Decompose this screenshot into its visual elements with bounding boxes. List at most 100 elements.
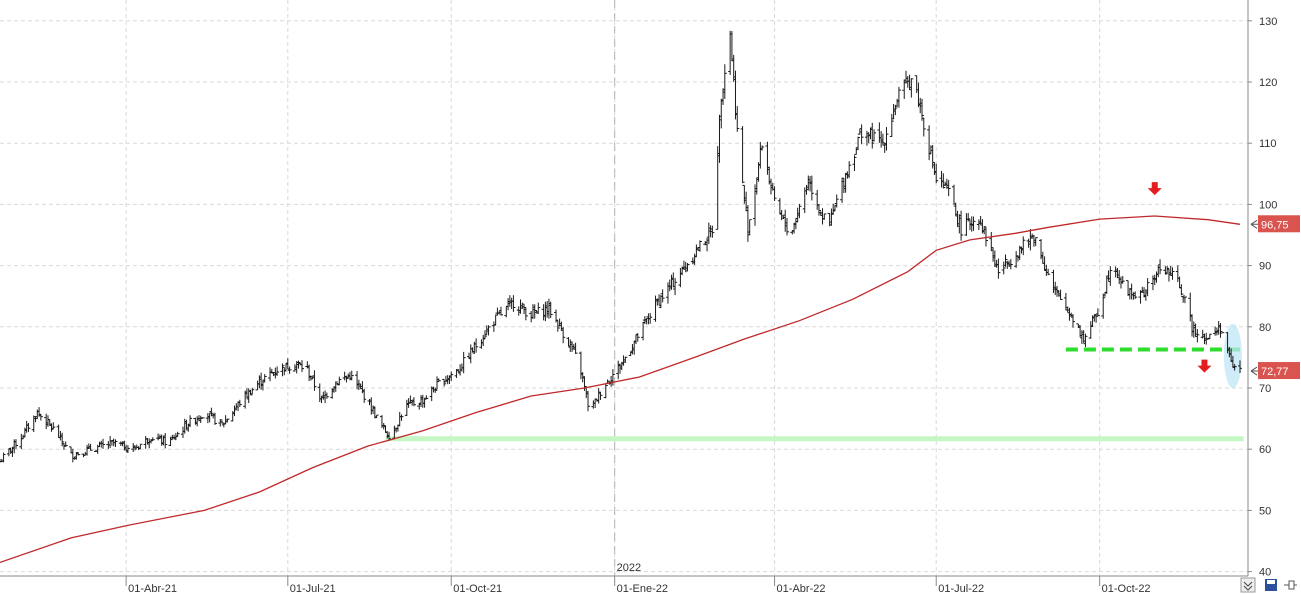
ohlc-bar [872,129,877,142]
price-bars [0,30,1242,463]
ohlc-bar [982,226,987,235]
ohlc-bar [1145,278,1150,297]
y-tick-label: 110 [1259,138,1277,150]
ohlc-bar [561,327,566,344]
ohlc-bar [1,452,6,463]
ohlc-bar [486,325,491,336]
ohlc-bar [641,321,646,341]
ohlc-bar [797,203,802,219]
last-price-badge: 72,77 [1250,362,1300,380]
ohlc-bar [1218,323,1223,338]
chart-toolbar [1240,577,1297,593]
ohlc-bar [436,378,441,382]
y-tick-label: 100 [1259,199,1277,211]
highlight-ellipse-shape [1223,323,1242,388]
ohlc-bar [51,422,56,430]
ohlc-bar [760,145,765,151]
ohlc-bar [685,263,690,272]
ohlc-bar [735,106,740,132]
ohlc-bar [946,180,951,197]
ohlc-bar [834,194,839,208]
y-tick-label: 70 [1259,383,1271,395]
ohlc-bar [722,64,727,99]
ohlc-bar [880,133,885,146]
ohlc-bar [660,289,665,303]
collapse-icon-glyph [1243,581,1253,591]
ohlc-bar [1021,236,1026,256]
ohlc-bar [1232,364,1237,371]
ohlc-bar [809,175,814,201]
down-arrow-icon [1197,359,1212,373]
ohlc-bar [772,186,777,202]
ma-value-badge-box [1258,215,1300,233]
y-tick-label: 40 [1259,567,1271,579]
ohlc-bar [300,360,305,373]
ohlc-bar [287,366,292,374]
ohlc-bar [424,395,429,399]
ohlc-bar [511,295,516,312]
ohlc-bar [1182,296,1187,304]
pin-icon[interactable] [1284,580,1297,590]
ohlc-bar [635,333,640,342]
ohlc-bar [747,219,752,236]
ohlc-bar [262,374,267,383]
y-tick-label: 90 [1259,261,1271,273]
ohlc-bar [983,227,988,247]
double-chevron-down-icon[interactable] [1240,577,1256,593]
ohlc-bar [133,445,138,451]
x-tick-label: 01-Oct-22 [1102,583,1151,595]
x-tick-label: 01-Jul-21 [290,583,336,595]
ohlc-bar [548,301,553,318]
ohlc-bar [280,363,285,377]
ohlc-bar [188,415,193,428]
last-price-badge-text: 72,77 [1261,366,1289,378]
ohlc-bar [971,216,976,231]
ohlc-bar [387,431,392,441]
ohlc-bar [88,443,93,451]
ohlc-bar [896,86,901,108]
moving-average-path [0,215,1241,564]
ohlc-bar [433,387,438,393]
floppy-disk-icon[interactable] [1265,579,1277,591]
down-arrow-icon [1147,182,1162,196]
ohlc-bar [856,136,861,151]
moving-average-line [0,215,1241,564]
ohlc-bar [422,398,427,408]
ohlc-bar [125,445,130,453]
ohlc-bar [934,163,939,184]
ohlc-bar [852,155,857,172]
ohlc-bar [586,390,591,412]
ohlc-bar [1101,293,1106,319]
ohlc-bar [673,278,678,296]
ohlc-bar [1170,267,1175,280]
ohlc-bar [648,313,653,324]
ohlc-bar [603,383,608,399]
ohlc-bar [163,432,168,449]
ohlc-bar [1083,333,1088,348]
ohlc-bar [324,392,329,399]
y-tick-label: 130 [1259,16,1277,28]
x-tick-label: 01-Abr-21 [128,583,177,595]
ohlc-bar [198,415,203,424]
ohlc-bar [1158,259,1163,275]
ohlc-bar [1008,259,1013,270]
ohlc-bar [498,306,503,316]
grid-lines [0,0,1248,576]
ohlc-bar [1220,332,1225,334]
ohlc-bar [859,124,864,145]
ohlc-bar [282,366,287,376]
y-axis-background [1249,0,1301,576]
ohlc-bar [474,338,479,353]
ohlc-bar [461,351,466,374]
ohlc-bar [237,399,242,408]
x-tick-label: 01-Ene-22 [617,583,668,595]
ohlc-bar [481,334,486,347]
ohlc-bar [523,307,528,321]
highlight-ellipse [1223,323,1242,388]
ohlc-bar [26,422,31,433]
y-tick-label: 50 [1259,505,1271,517]
y-tick-label: 60 [1259,444,1271,456]
ohlc-bar [941,173,946,189]
